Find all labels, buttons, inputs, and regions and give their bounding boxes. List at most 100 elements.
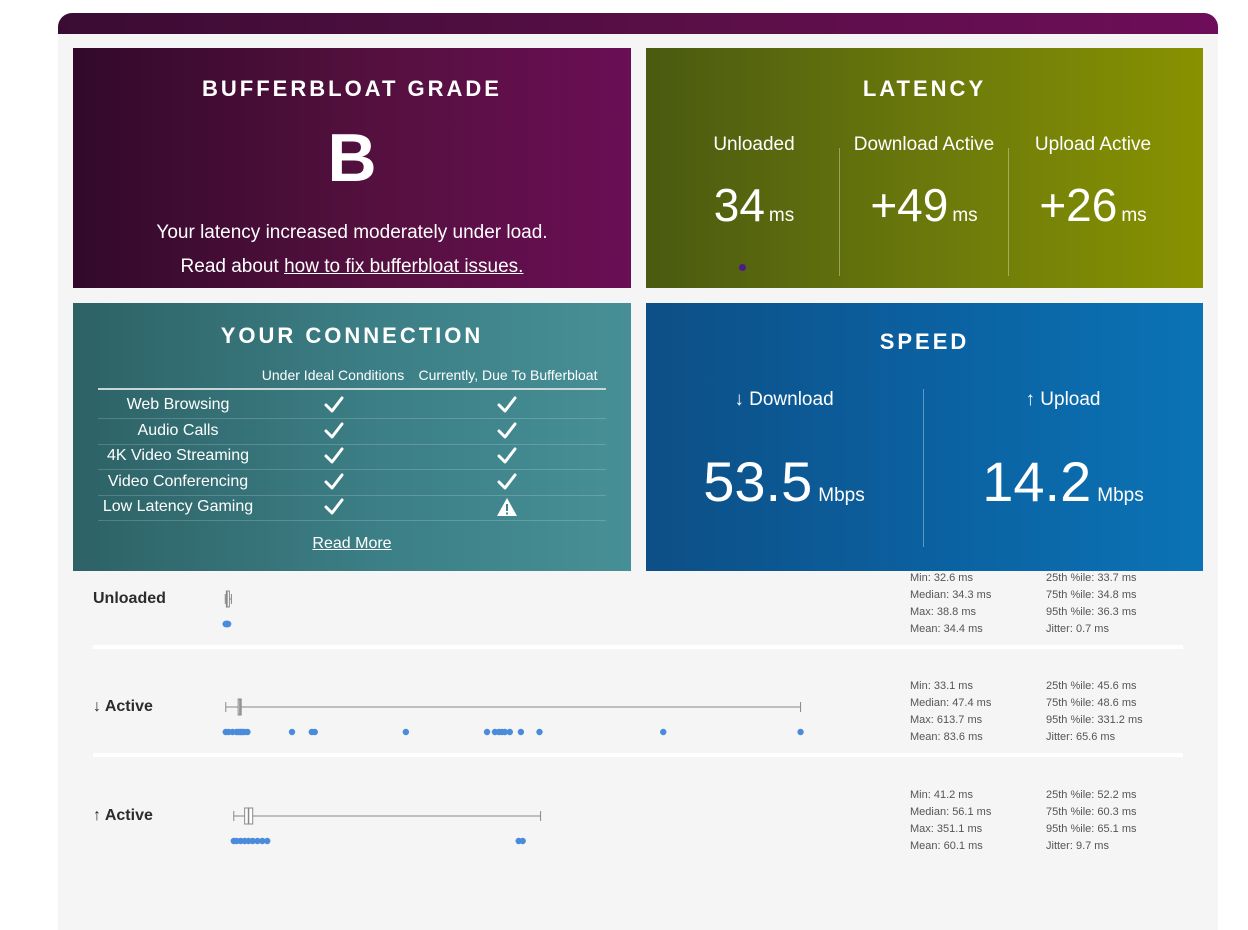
- latency-sample-dot: [519, 837, 526, 845]
- latency-indicator-dot: [739, 264, 746, 271]
- check-icon: [496, 472, 518, 492]
- latency-upload-unit: ms: [1121, 205, 1147, 226]
- read-more-link[interactable]: Read More: [312, 535, 392, 552]
- latency-unloaded-value-line: 34 ms: [669, 178, 839, 232]
- upload-unit: Mbps: [1097, 485, 1144, 506]
- latency-sample-dot: [264, 837, 271, 845]
- stat-value: Min: 41.2 ms: [910, 789, 973, 801]
- connection-table-rule: [98, 388, 606, 390]
- stat-value: Jitter: 65.6 ms: [1046, 731, 1116, 743]
- stat-value: Mean: 34.4 ms: [910, 623, 983, 635]
- latency-sample-dot: [311, 728, 318, 736]
- latency-sample-dot: [254, 837, 261, 845]
- latency-upload-label: Upload Active: [1034, 134, 1152, 155]
- connection-panel: YOUR CONNECTION Under Ideal Conditions C…: [73, 303, 631, 571]
- latency-sample-dot: [517, 728, 525, 736]
- stat-value: 75th %ile: 34.8 ms: [1046, 589, 1137, 601]
- download-value-line: 53.5 Mbps: [649, 449, 919, 514]
- stat-value: Jitter: 9.7 ms: [1046, 840, 1109, 852]
- latency-upload-value-line: +26 ms: [1008, 178, 1178, 232]
- latency-divider: [839, 148, 840, 276]
- connection-row: Audio Calls: [98, 419, 606, 445]
- grade-description: Your latency increased moderately under …: [156, 222, 548, 243]
- stat-value: 75th %ile: 60.3 ms: [1046, 806, 1137, 818]
- latency-sample-dot: [506, 728, 513, 736]
- check-icon: [323, 395, 345, 415]
- warning-icon: [496, 497, 518, 517]
- download-unit: Mbps: [818, 485, 865, 506]
- stat-value: 25th %ile: 33.7 ms: [1046, 572, 1137, 584]
- connection-row-label: Low Latency Gaming: [102, 498, 254, 515]
- latency-sample-dot: [536, 728, 543, 736]
- check-icon: [323, 421, 345, 441]
- latency-unloaded-value: 34: [713, 179, 765, 231]
- latency-sample-dot: [797, 728, 804, 736]
- connection-row: 4K Video Streaming: [98, 444, 606, 470]
- stat-value: Min: 33.1 ms: [910, 680, 973, 692]
- speed-title: SPEED: [879, 329, 970, 354]
- latency-upload-active: Upload Active +26 ms: [1008, 134, 1178, 232]
- stat-value: Max: 613.7 ms: [910, 714, 983, 726]
- stat-value: 75th %ile: 48.6 ms: [1046, 697, 1137, 709]
- check-icon: [496, 421, 518, 441]
- stat-value: Min: 32.6 ms: [910, 572, 973, 584]
- latency-sample-dot: [224, 620, 232, 628]
- stat-value: Median: 34.3 ms: [910, 589, 992, 601]
- read-more-line: Read More: [73, 535, 631, 553]
- latency-unloaded: Unloaded 34 ms: [669, 134, 839, 232]
- latency-unloaded-unit: ms: [768, 205, 795, 226]
- check-icon: [323, 446, 345, 466]
- latency-divider: [1008, 148, 1009, 276]
- latency-sample-dot: [259, 837, 266, 845]
- download-label: ↓ Download: [734, 389, 834, 410]
- connection-row-label: Video Conferencing: [107, 472, 249, 490]
- check-icon: [496, 395, 518, 415]
- speed-upload: ↑ Upload 14.2 Mbps: [928, 389, 1198, 514]
- connection-row-label: Web Browsing: [126, 396, 230, 413]
- section-separator: [93, 645, 1183, 649]
- latency-download-active: Download Active +49 ms: [839, 134, 1009, 232]
- latency-panel: LATENCY Unloaded 34 ms Download Active +4…: [646, 48, 1203, 288]
- check-icon: [323, 472, 345, 492]
- connection-row-label: Audio Calls: [137, 421, 219, 439]
- connection-row: Low Latency Gaming: [98, 495, 606, 521]
- stat-value: Median: 56.1 ms: [910, 806, 992, 818]
- speed-download: ↓ Download 53.5 Mbps: [649, 389, 919, 514]
- stat-value: Max: 351.1 ms: [910, 823, 983, 835]
- distribution-row-label: Unloaded: [93, 590, 166, 607]
- grade-letter: B: [327, 120, 377, 196]
- stat-value: 95th %ile: 65.1 ms: [1046, 823, 1137, 835]
- column-header-ideal: Under Ideal Conditions: [261, 367, 405, 383]
- latency-sample-dot: [402, 728, 410, 736]
- stat-value: 95th %ile: 331.2 ms: [1046, 714, 1143, 726]
- stat-value: Jitter: 0.7 ms: [1046, 623, 1109, 635]
- section-separator: [93, 753, 1183, 757]
- latency-sample-dot: [244, 728, 251, 736]
- stat-value: Mean: 60.1 ms: [910, 840, 983, 852]
- latency-download-value-line: +49 ms: [839, 178, 1009, 232]
- latency-title: LATENCY: [862, 76, 987, 101]
- fix-bufferbloat-link[interactable]: how to fix bufferbloat issues.: [284, 256, 524, 277]
- grade-link-prefix: Read about: [180, 256, 279, 277]
- upload-value: 14.2: [982, 450, 1092, 513]
- latency-sample-dot: [660, 728, 667, 736]
- connection-title: YOUR CONNECTION: [220, 323, 484, 348]
- connection-row-label: 4K Video Streaming: [106, 447, 249, 464]
- upload-label: ↑ Upload: [1025, 389, 1101, 410]
- speed-divider: [923, 389, 924, 547]
- latency-upload-value: +26: [1039, 179, 1118, 231]
- latency-sample-dot: [501, 728, 509, 736]
- column-header-current: Currently, Due To Bufferbloat: [418, 367, 598, 383]
- download-value: 53.5: [703, 450, 813, 513]
- stat-value: Max: 38.8 ms: [910, 606, 977, 618]
- connection-row: Web Browsing: [98, 393, 606, 419]
- header-bar: [58, 13, 1218, 34]
- check-icon: [496, 446, 518, 466]
- stat-value: 25th %ile: 45.6 ms: [1046, 680, 1137, 692]
- stat-value: Mean: 83.6 ms: [910, 731, 983, 743]
- latency-distribution-plot: [222, 590, 804, 845]
- speed-panel: SPEED ↓ Download 53.5 Mbps ↑ Upload 14.2 M…: [646, 303, 1203, 571]
- check-icon: [323, 497, 345, 517]
- distribution-row-label: ↓ Active: [93, 698, 153, 715]
- latency-sample-dot: [483, 728, 491, 736]
